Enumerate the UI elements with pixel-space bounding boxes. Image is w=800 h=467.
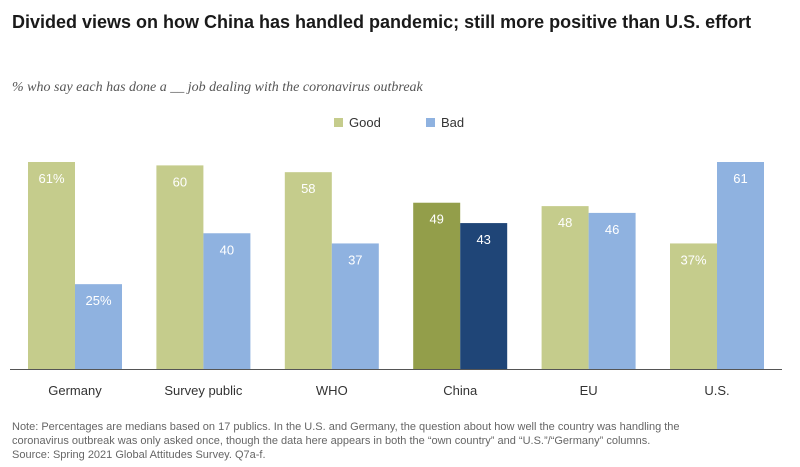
- bar-label-bad-u-s: 61: [733, 171, 747, 186]
- bar-good-germany: [28, 162, 75, 369]
- bar-good-eu: [541, 206, 589, 369]
- x-tick-label-u-s: U.S.: [704, 383, 729, 398]
- bar-bad-eu: [588, 212, 636, 369]
- bar-bad-germany: [75, 284, 122, 369]
- legend-item-good: Good: [334, 115, 381, 131]
- bar-label-good-china: 49: [429, 212, 443, 227]
- bar-label-good-germany: 61%: [38, 171, 64, 186]
- bar-good-survey-public: [156, 165, 204, 369]
- legend-swatch-good: [334, 118, 343, 127]
- legend-label-bad: Bad: [441, 115, 465, 130]
- bar-label-bad-who: 37: [348, 252, 362, 267]
- bar-label-bad-eu: 46: [605, 222, 619, 237]
- note-line-2: coronavirus outbreak was only asked once…: [12, 435, 651, 447]
- legend-swatch-bad: [426, 118, 435, 127]
- chart-note: Note: Percentages are medians based on 1…: [12, 420, 788, 462]
- note-line-3: Source: Spring 2021 Global Attitudes Sur…: [12, 449, 266, 461]
- bar-bad-who: [331, 243, 379, 369]
- bar-label-bad-survey-public: 40: [220, 242, 234, 257]
- bar-bad-u-s: [717, 162, 764, 369]
- bar-bad-china: [460, 223, 508, 369]
- bar-label-good-survey-public: 60: [173, 174, 187, 189]
- chart-subtitle: % who say each has done a __ job dealing…: [12, 80, 423, 95]
- bar-good-china: [413, 202, 461, 369]
- x-tick-label-china: China: [443, 383, 478, 398]
- legend-label-good: Good: [349, 115, 381, 130]
- x-tick-label-eu: EU: [580, 383, 598, 398]
- bar-label-bad-germany: 25%: [85, 293, 111, 308]
- bar-good-u-s: [670, 243, 717, 369]
- x-tick-label-who: WHO: [316, 383, 348, 398]
- bar-label-good-eu: 48: [558, 215, 572, 230]
- bar-good-who: [284, 172, 332, 369]
- bar-label-good-who: 58: [301, 181, 315, 196]
- bar-bad-survey-public: [203, 233, 251, 369]
- x-tick-label-survey-public: Survey public: [164, 383, 243, 398]
- chart-title: Divided views on how China has handled p…: [12, 12, 752, 32]
- bar-label-good-u-s: 37%: [680, 252, 706, 267]
- bar-label-bad-china: 43: [476, 232, 490, 247]
- note-line-1: Note: Percentages are medians based on 1…: [12, 421, 680, 433]
- legend-item-bad: Bad: [426, 115, 464, 131]
- x-tick-label-germany: Germany: [48, 383, 102, 398]
